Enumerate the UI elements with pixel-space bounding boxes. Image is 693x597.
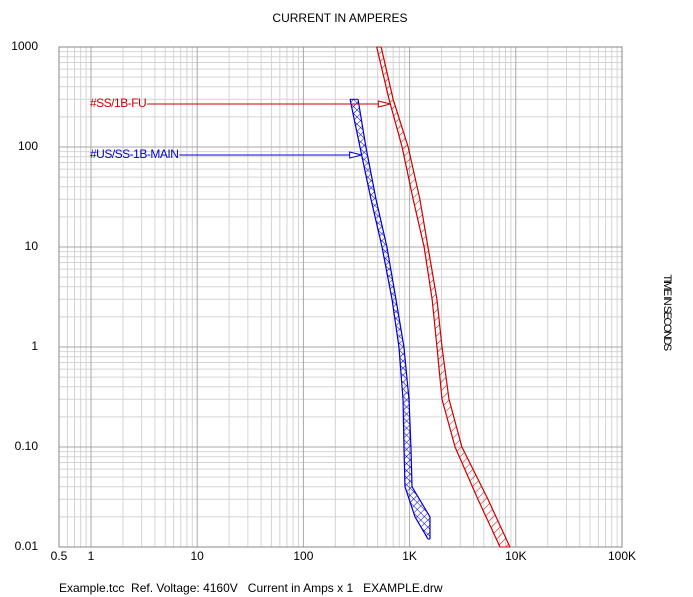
x-tick-label: 100K xyxy=(608,549,636,563)
footer: Example.tcc Ref. Voltage: 4160V Current … xyxy=(59,581,443,595)
x-tick-label: 1K xyxy=(402,549,417,563)
y-tick-label: 100 xyxy=(18,139,38,153)
x-tick-label: 100 xyxy=(293,549,313,563)
y-tick-label: 0.01 xyxy=(15,539,39,553)
band-edge xyxy=(357,99,431,540)
y-axis-label: TIME IN SECONDS xyxy=(661,274,673,350)
curve-label: #SS/1B-FU xyxy=(90,96,146,110)
band-fill xyxy=(376,47,510,547)
curve-label: #US/SS-1B-MAIN xyxy=(90,147,178,161)
label-arrow xyxy=(349,151,362,159)
x-tick-label: 0.5 xyxy=(51,549,68,563)
y-tick-label: 1000 xyxy=(11,39,38,53)
label-arrow xyxy=(377,100,391,108)
x-tick-label: 10K xyxy=(505,549,526,563)
plot xyxy=(349,46,511,548)
band-edge xyxy=(349,99,429,540)
y-tick-label: 1 xyxy=(31,339,38,353)
chart-title: CURRENT IN AMPERES xyxy=(272,11,407,25)
band-edge xyxy=(376,46,501,548)
y-tick-label: 0.10 xyxy=(15,439,39,453)
plot-border xyxy=(58,46,623,548)
band-fill xyxy=(350,99,430,540)
band-edge xyxy=(380,46,511,548)
grid xyxy=(58,46,623,548)
x-tick-label: 10 xyxy=(190,549,204,563)
x-tick-label: 1 xyxy=(88,549,95,563)
y-tick-label: 10 xyxy=(25,239,39,253)
